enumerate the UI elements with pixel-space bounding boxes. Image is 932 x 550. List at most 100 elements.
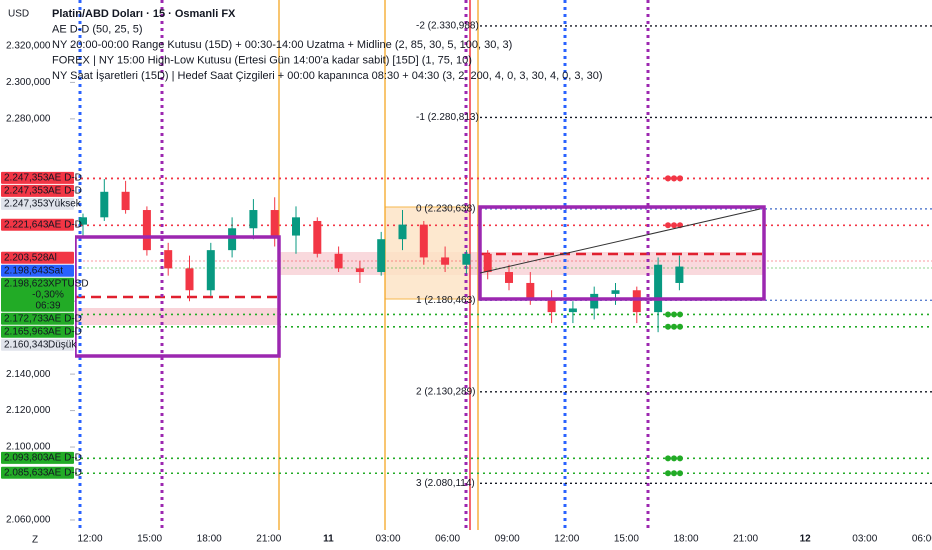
x-tick-label: 03:00 — [375, 534, 400, 545]
legend-item: AE D-D (50, 25, 5) — [52, 23, 142, 35]
candle-body — [334, 253, 343, 269]
x-tick-label: 11 — [323, 534, 334, 545]
range-zone — [75, 308, 279, 325]
y-tick-label: 2.320,000 — [6, 41, 51, 52]
legend-item: NY Saat İşaretleri (15D) | Hedef Saat Çi… — [52, 69, 603, 82]
candle-body — [355, 268, 364, 273]
price-tag-name: AE D-D — [48, 173, 82, 184]
level-dot — [671, 323, 677, 330]
y-tick-label: 2.060,000 — [6, 515, 51, 526]
x-tick-label: 03:00 — [852, 534, 877, 545]
level-dot — [671, 222, 677, 229]
price-tag — [1, 197, 74, 210]
price-tag-name: AE D-D — [48, 326, 82, 337]
candle-body — [228, 228, 237, 251]
price-tag-name: Al — [48, 252, 57, 263]
x-tick-label: 12 — [800, 534, 812, 545]
price-tag-name: AE D-D — [48, 186, 82, 197]
y-tick-label: 2.300,000 — [6, 77, 51, 88]
fib-label: 1 (2.180,463) — [416, 295, 476, 306]
trend-line — [479, 208, 761, 274]
candle-body — [249, 210, 258, 229]
level-dot — [671, 311, 677, 318]
level-dot — [677, 470, 683, 477]
candle-body — [526, 282, 535, 298]
price-tag-value: 2.172,733 — [4, 313, 49, 324]
price-tags: 2.247,353 AE D-D2.247,353 AE D-D2.247,353 Y… — [1, 171, 89, 479]
price-tag-name: Yüksek — [48, 199, 82, 210]
price-tag — [1, 251, 74, 264]
y-tick-label: 2.100,000 — [6, 442, 51, 453]
x-tick-label: 12:00 — [77, 534, 102, 545]
candle-body — [568, 308, 577, 313]
price-tag-name: AE D-D — [48, 452, 82, 463]
fib-label: -1 (2.280,813) — [416, 112, 479, 123]
levels: -2 (2.330,988) -1 (2.280,813) 0 (2.230,638… — [75, 21, 932, 489]
candle-body — [547, 297, 556, 313]
price-tag-value: 2.093,803 — [4, 452, 49, 463]
time-axis: 12:00 15:00 18:00 21:00 11 03:00 06:00 09:00 12:… — [77, 534, 932, 545]
legend-item: NY 20:00-00:00 Range Kutusu (15D) + 00:3… — [52, 39, 512, 51]
price-tag-value: 2.247,353 — [4, 173, 49, 184]
price-tag-name: AE D-D — [48, 219, 82, 230]
x-tick-label: 15:00 — [614, 534, 639, 545]
price-tag — [1, 184, 74, 197]
price-tag — [1, 338, 74, 351]
price-tag-name: Düşük — [48, 339, 77, 350]
candle-body — [675, 266, 684, 283]
price-tag-extra: -0,30% — [32, 289, 64, 300]
level-dot — [671, 470, 677, 477]
level-dot — [665, 323, 671, 330]
price-tag — [1, 171, 74, 184]
range-box — [478, 205, 766, 301]
x-tick-label: 06:00 — [435, 534, 460, 545]
candle-body — [611, 290, 620, 294]
candle-body — [483, 253, 492, 273]
price-tag — [1, 277, 74, 312]
fib-label: 3 (2.080,114) — [416, 478, 475, 489]
price-tag-value: 2.165,963 — [4, 326, 49, 337]
candle-body — [164, 250, 173, 269]
candle-body — [79, 217, 87, 225]
candle-body — [654, 264, 663, 313]
x-tick-label: 18:00 — [197, 534, 222, 545]
candle-body — [419, 224, 428, 258]
candles — [79, 179, 684, 333]
candle-body — [313, 220, 322, 254]
fib-label: 0 (2.230,638) — [416, 204, 476, 215]
level-dot — [665, 311, 671, 318]
legend-item: FOREX | NY 15:00 High-Low Kutusu (Ertesi… — [52, 54, 472, 66]
price-tag — [1, 325, 74, 338]
x-tick-label: 15:00 — [137, 534, 162, 545]
fib-label: -2 (2.330,988) — [416, 21, 479, 32]
price-tag-value: 2.198,643 — [4, 265, 49, 276]
price-tag — [1, 264, 74, 277]
candle-body — [270, 210, 279, 236]
fib-label: 2 (2.130,289) — [416, 386, 476, 397]
corner-label: Z — [32, 535, 38, 546]
legend-item: Platin/ABD Doları · 15 · Osmanli FX — [52, 8, 236, 20]
price-tag-value: 2.221,643 — [4, 219, 49, 230]
x-tick-label: 12:00 — [554, 534, 579, 545]
legend: Platin/ABD Doları · 15 · Osmanli FX AE D-… — [52, 8, 603, 82]
x-tick-label: 21:00 — [733, 534, 758, 545]
x-tick-label: 06:00 — [912, 534, 932, 545]
price-tag-value: 2.247,353 — [4, 199, 49, 210]
candle-body — [292, 217, 300, 236]
price-tag — [1, 218, 74, 231]
candle-body — [100, 191, 109, 218]
candle-body — [121, 191, 130, 211]
candle-body — [377, 239, 386, 273]
price-tag-value: 2.203,528 — [4, 252, 49, 263]
level-dot — [665, 470, 671, 477]
price-tag-name: XPTUSD — [48, 278, 89, 289]
level-dot — [665, 455, 671, 462]
level-dot — [671, 455, 677, 462]
price-tag-name: AE D-D — [48, 467, 82, 478]
x-tick-label: 18:00 — [673, 534, 698, 545]
price-tag-value: 2.160,343 — [4, 339, 49, 350]
candle-body — [206, 250, 215, 291]
level-dot — [677, 311, 683, 318]
price-tag-value: 2.085,633 — [4, 467, 49, 478]
